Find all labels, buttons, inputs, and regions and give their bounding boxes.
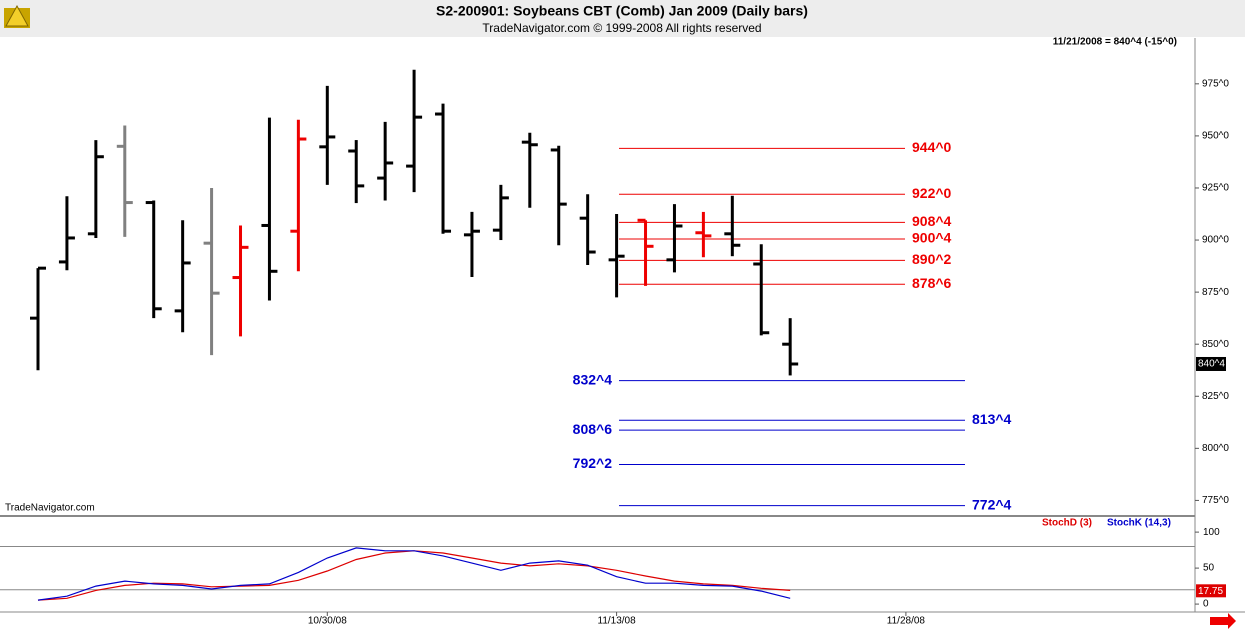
x-tick-label: 11/13/08 [598,616,637,627]
level-label: 832^4 [573,371,613,387]
y-tick-label: 825^0 [1202,391,1229,402]
level-label: 890^2 [912,251,952,267]
y-tick-label: 800^0 [1202,443,1229,454]
y-tick-label: 925^0 [1202,183,1229,194]
last-price-box [1196,356,1226,371]
header-bar [0,0,1245,37]
y-tick-label: 850^0 [1202,339,1229,350]
scroll-arrow[interactable] [1210,613,1236,629]
x-tick-label: 11/28/08 [887,616,926,627]
level-label: 813^4 [972,411,1012,427]
legend-entry: StochK (14,3) [1107,518,1171,529]
legend-entry: StochD (3) [1042,518,1092,529]
y-tick-label: 975^0 [1202,78,1229,89]
level-label: 792^2 [573,455,613,471]
info-text: 11/21/2008 = 840^4 (-15^0) [1053,37,1177,48]
level-label: 772^4 [972,496,1012,512]
last-price-label: 840^4 [1198,359,1225,370]
level-label: 922^0 [912,185,952,201]
y-tick-label: 875^0 [1202,287,1229,298]
logo [4,4,30,28]
y-tick-label: 775^0 [1202,495,1229,506]
last-value-box [1196,584,1226,598]
last-value-label: 17.75 [1198,586,1223,597]
chart-subtitle: TradeNavigator.com © 1999-2008 All right… [482,21,761,35]
level-label: 808^6 [573,421,613,437]
y-tick-label: 0 [1203,599,1209,610]
level-label: 878^6 [912,275,952,291]
y-tick-label: 100 [1203,527,1220,538]
stoch-line [37,547,791,601]
y-tick-label: 900^0 [1202,235,1229,246]
level-label: 908^4 [912,213,952,229]
watermark: TradeNavigator.com [5,503,95,514]
chart-title: S2-200901: Soybeans CBT (Comb) Jan 2009 … [436,3,808,19]
level-label: 944^0 [912,139,952,155]
level-label: 900^4 [912,230,952,246]
y-tick-label: 50 [1203,563,1215,574]
x-tick-label: 10/30/08 [308,616,347,627]
y-tick-label: 950^0 [1202,131,1229,142]
